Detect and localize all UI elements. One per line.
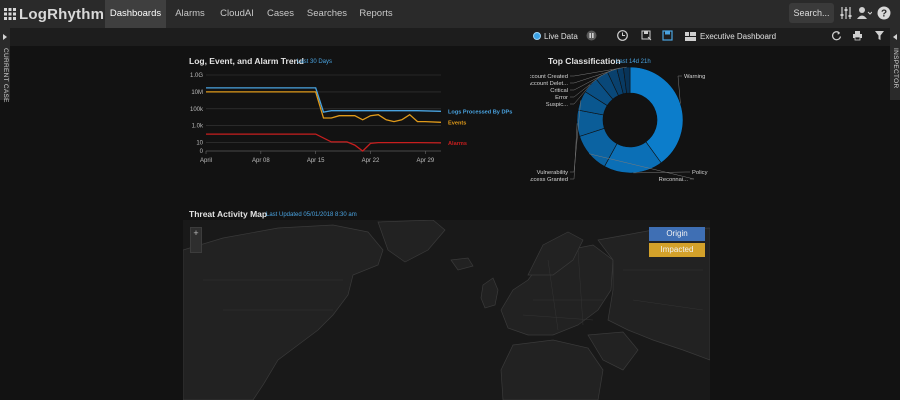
logo-icon <box>4 8 16 20</box>
trend-x-tick-label: Apr 15 <box>307 158 325 164</box>
trend-series-label-2: Alarms <box>448 141 467 147</box>
current-case-panel-toggle[interactable]: CURRENT CASE <box>0 28 10 103</box>
help-icon[interactable]: ? <box>876 6 892 22</box>
donut-leader-line <box>570 84 591 105</box>
trend-panel-subtitle: Last 30 Days <box>297 58 333 65</box>
save-as-icon[interactable] <box>640 30 652 42</box>
logo-text: LogRhythm <box>19 5 105 23</box>
tab-searches[interactable]: Searches <box>306 8 348 19</box>
donut-label-6: Error <box>555 95 568 101</box>
donut-leader-line <box>570 66 627 77</box>
donut-leader-line <box>633 171 690 174</box>
trend-chart: 1.0G 10M 100k 1.0k 10 0 April Apr 08 Apr 15 Apr 2… <box>190 73 512 164</box>
settings-sliders-icon[interactable] <box>838 6 854 22</box>
search-button[interactable]: Search... <box>789 3 834 23</box>
reset-icon[interactable] <box>830 30 842 42</box>
trend-x-tick-label: Apr 08 <box>252 158 270 164</box>
live-indicator-icon <box>533 32 541 40</box>
tab-dashboards[interactable]: Dashboards <box>105 0 166 28</box>
dashboard-selector[interactable]: Executive Dashboard <box>685 29 776 43</box>
donut-leader-line <box>570 67 621 84</box>
donut-label-5: Suspic... <box>546 102 569 108</box>
donut-label-7: Critical <box>550 88 568 94</box>
donut-leader-line <box>570 100 581 173</box>
classification-panel-subtitle: Last 14d 21h <box>616 58 651 65</box>
trend-y-tick-label: 1.0k <box>192 124 204 130</box>
donut-label-0: Warning <box>684 74 705 80</box>
current-case-label: CURRENT CASE <box>2 48 9 103</box>
donut-label-4: Vulnerability <box>537 170 568 176</box>
trend-series-line-0 <box>206 87 442 113</box>
clock-icon[interactable] <box>616 30 628 42</box>
donut-label-9: Account Created <box>530 74 568 80</box>
legend-impacted: Impacted <box>649 243 705 257</box>
donut-leader-line <box>589 153 695 180</box>
trend-series-line-2 <box>206 133 442 152</box>
trend-y-tick-label: 0 <box>200 149 204 155</box>
logo[interactable]: LogRhythm <box>4 4 104 24</box>
donut-leader-line <box>677 75 682 104</box>
threat-activity-map[interactable] <box>183 220 710 400</box>
top-nav: LogRhythm Dashboards Alarms CloudAI Case… <box>0 0 900 28</box>
donut-label-2: Reconnai... <box>659 177 689 183</box>
donut-leader-line <box>570 69 613 91</box>
tab-cases[interactable]: Cases <box>267 8 294 19</box>
world-map <box>183 220 710 400</box>
legend-origin: Origin <box>649 227 705 241</box>
expand-right-icon <box>3 34 7 40</box>
donut-leader-line <box>570 75 602 98</box>
dashboard-toolbar <box>0 28 900 46</box>
donut-label-8: Account Delet... <box>530 81 568 87</box>
tab-alarms[interactable]: Alarms <box>175 8 205 19</box>
dashboard-name: Executive Dashboard <box>700 31 777 41</box>
save-icon[interactable] <box>661 30 673 42</box>
donut-slice-0[interactable] <box>629 66 684 164</box>
tab-cloudai[interactable]: CloudAI <box>220 8 254 19</box>
trend-y-tick-label: 100k <box>190 107 204 113</box>
pause-icon[interactable] <box>585 30 597 42</box>
trend-x-tick-label: April <box>200 158 212 164</box>
trend-series-label-1: Events <box>448 120 466 126</box>
map-zoom-in-button[interactable]: + <box>190 227 202 253</box>
trend-panel-title: Log, Event, and Alarm Trend <box>189 56 304 66</box>
trend-series-label-0: Logs Processed By DPs <box>448 109 512 115</box>
tab-reports[interactable]: Reports <box>359 8 393 19</box>
classification-panel-title: Top Classification <box>548 56 621 66</box>
donut-label-1: Policy <box>692 170 708 176</box>
layout-icon <box>685 31 696 41</box>
trend-series-line-1 <box>206 91 442 123</box>
map-panel-subtitle: Last Updated 05/01/2018 8:30 am <box>266 211 357 218</box>
live-data-label: Live Data <box>544 31 578 41</box>
svg-text:?: ? <box>881 9 887 20</box>
donut-leader-line <box>570 123 578 180</box>
map-panel-title: Threat Activity Map <box>189 209 268 219</box>
donut-label-3: Access Granted <box>530 177 568 183</box>
trend-y-tick-label: 10M <box>191 90 203 96</box>
print-icon[interactable] <box>851 30 863 42</box>
inspector-panel-toggle[interactable]: INSPECTOR <box>890 28 900 100</box>
trend-y-tick-label: 1.0G <box>190 73 203 79</box>
trend-x-tick-label: Apr 29 <box>416 158 434 164</box>
live-data-toggle[interactable]: Live Data <box>533 30 578 42</box>
trend-x-tick-label: Apr 22 <box>362 158 380 164</box>
filter-icon[interactable] <box>873 30 885 42</box>
user-icon[interactable] <box>856 6 873 22</box>
inspector-label: INSPECTOR <box>892 48 899 89</box>
expand-left-icon <box>893 34 897 40</box>
trend-y-tick-label: 10 <box>196 141 203 147</box>
